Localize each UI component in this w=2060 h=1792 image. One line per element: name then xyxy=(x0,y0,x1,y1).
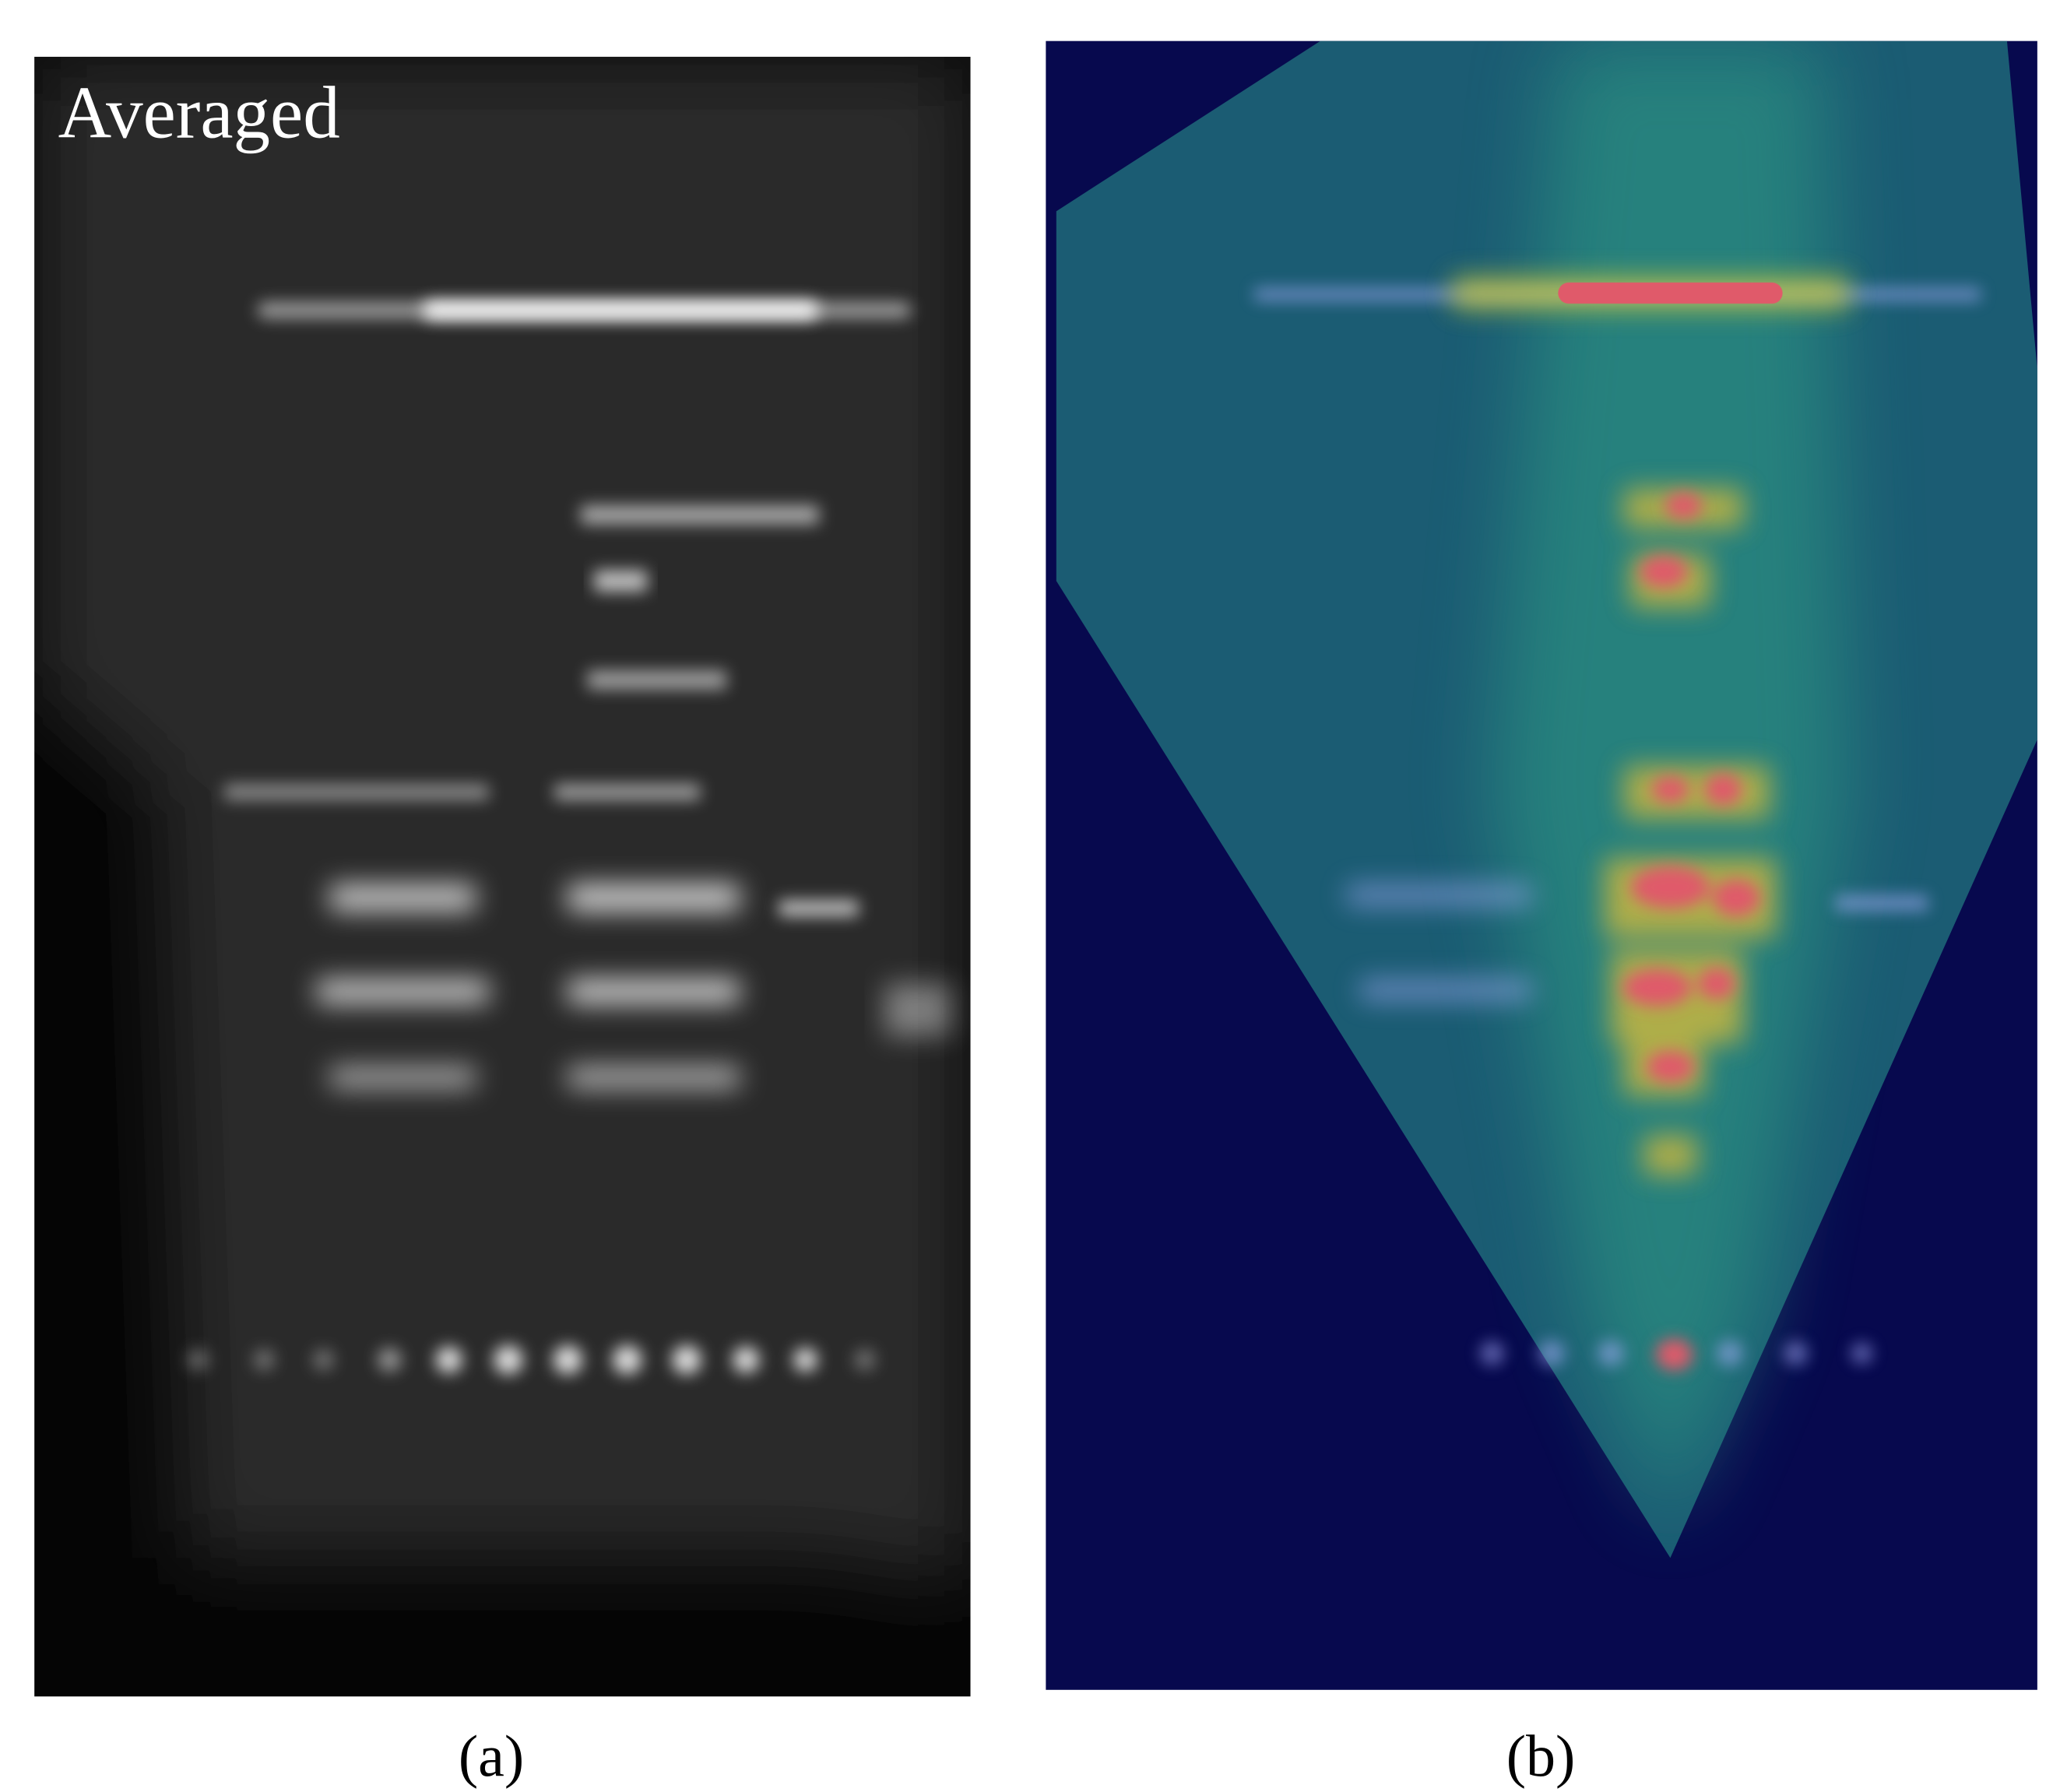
overlay-text: Averaged xyxy=(58,71,340,153)
streaks xyxy=(187,300,951,1375)
panel-b-image xyxy=(1046,40,2037,1690)
figure-content: Averaged xyxy=(34,40,2037,1697)
heat-spots xyxy=(1452,277,1849,1371)
panel-label: (a) xyxy=(459,1723,524,1789)
panel-a-image xyxy=(34,56,971,1697)
speckle-region xyxy=(34,56,971,1585)
panel-label: (b) xyxy=(1506,1723,1576,1789)
